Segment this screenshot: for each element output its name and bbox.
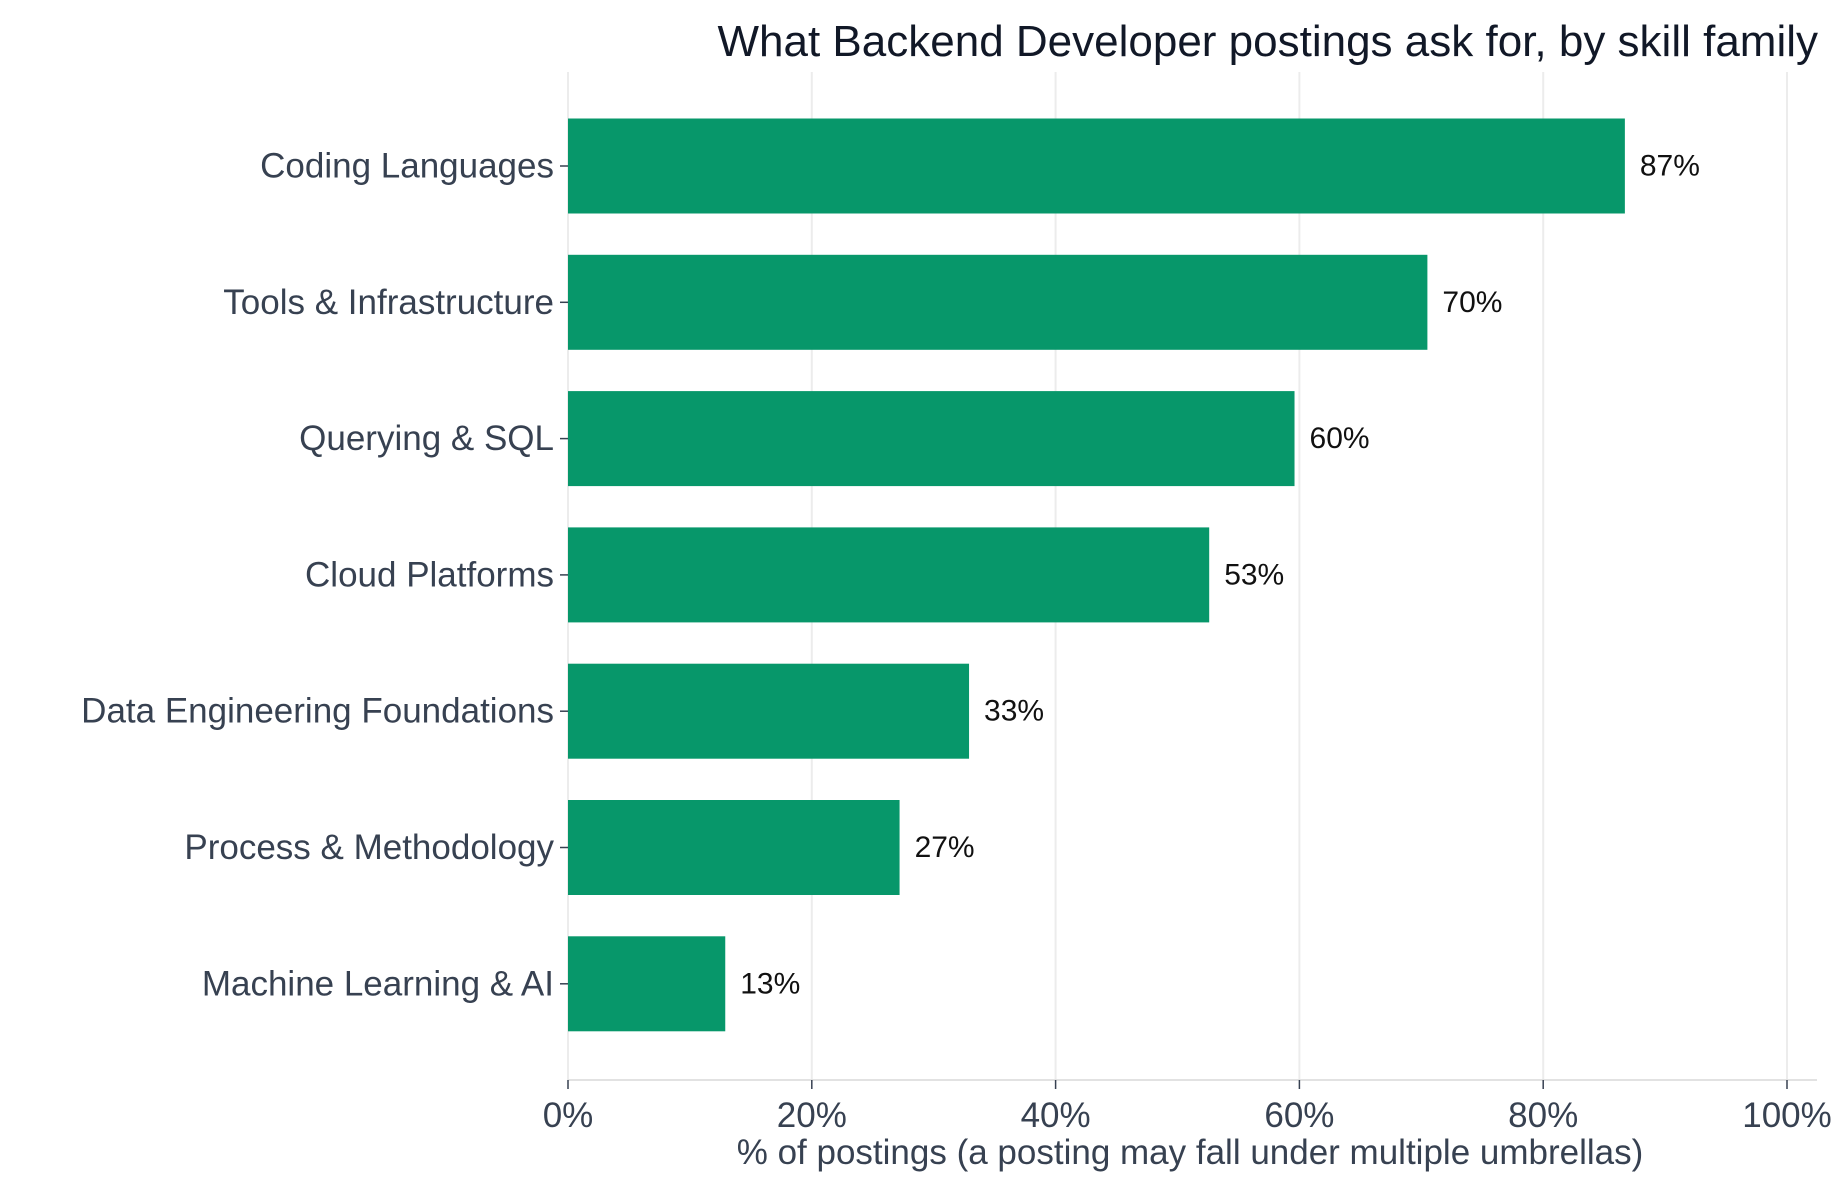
x-tick-label: 80% xyxy=(1508,1096,1578,1135)
bar-6 xyxy=(568,936,726,1032)
x-axis-label: % of postings (a posting may fall under … xyxy=(737,1133,1644,1172)
bar-0 xyxy=(568,118,1625,214)
bar-4 xyxy=(568,663,970,759)
data-label: 60% xyxy=(1310,422,1370,455)
category-label: Querying & SQL xyxy=(299,419,554,458)
category-label: Cloud Platforms xyxy=(305,555,554,594)
data-label: 87% xyxy=(1640,150,1700,183)
bar-3 xyxy=(568,527,1210,623)
data-label: 27% xyxy=(915,831,975,864)
x-tick-label: 20% xyxy=(777,1096,847,1135)
category-label: Data Engineering Foundations xyxy=(81,692,554,731)
value-labels: 87% 70% 60% 53% 33% 27% 13% xyxy=(740,150,1700,1001)
category-label: Tools & Infrastructure xyxy=(223,283,554,322)
data-label: 13% xyxy=(740,967,800,1000)
bar-2 xyxy=(568,391,1295,487)
category-label: Machine Learning & AI xyxy=(202,964,554,1003)
category-label: Coding Languages xyxy=(260,147,554,186)
bars xyxy=(568,118,1625,1032)
data-label: 70% xyxy=(1442,286,1502,319)
chart-title: What Backend Developer postings ask for,… xyxy=(718,17,1818,66)
category-label: Process & Methodology xyxy=(184,828,554,867)
data-label: 33% xyxy=(984,695,1044,728)
x-tick-label: 100% xyxy=(1742,1096,1832,1135)
bar-1 xyxy=(568,254,1428,350)
data-label: 53% xyxy=(1224,558,1284,591)
category-labels: Coding Languages Tools & Infrastructure Qu… xyxy=(81,147,568,1003)
x-axis-ticks: 0% 20% 40% 60% 80% 100% xyxy=(543,1080,1832,1135)
x-tick-label: 40% xyxy=(1021,1096,1091,1135)
x-tick-label: 60% xyxy=(1264,1096,1334,1135)
x-tick-label: 0% xyxy=(543,1096,594,1135)
bar-5 xyxy=(568,800,900,895)
